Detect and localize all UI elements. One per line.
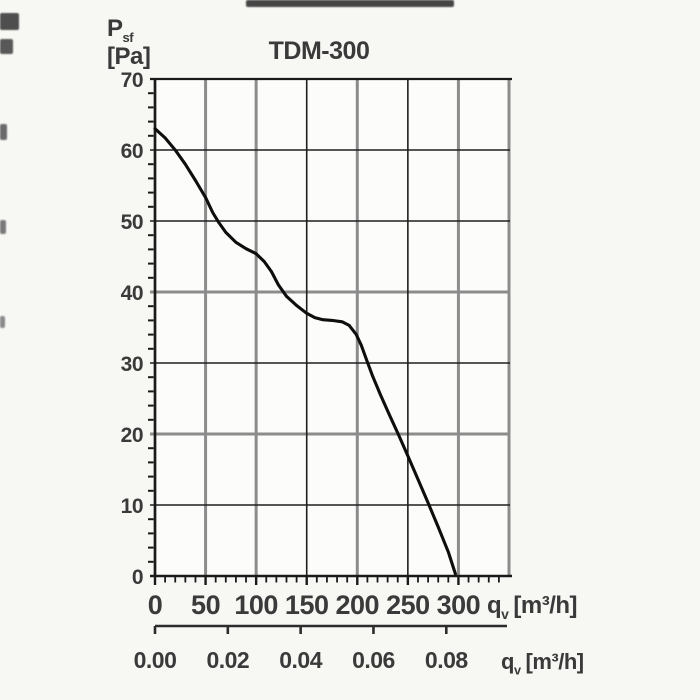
y-tick-label-20: 20	[121, 424, 143, 447]
x-tick-label-100: 100	[234, 590, 278, 620]
flow-units: [m³/h]	[513, 592, 578, 619]
scan-artifact-left-4	[0, 220, 6, 234]
fan-curve-TDM-300	[153, 127, 457, 576]
pressure-units: [Pa]	[107, 43, 151, 71]
scan-artifact-left-3	[0, 124, 7, 140]
chart-title: TDM-300	[268, 37, 370, 65]
plot-area	[155, 79, 509, 576]
flow2-symbol: q	[501, 649, 514, 674]
x-tick-label-50: 50	[191, 590, 220, 620]
pressure-subscript: sf	[122, 29, 134, 45]
y-tick-label-0: 0	[132, 566, 143, 589]
x2-tick-label-0.00: 0.00	[134, 647, 177, 673]
flow-subscript: v	[501, 605, 509, 622]
x-tick-label-300: 300	[437, 590, 481, 620]
x-axis-unit-label: qv [m³/h]	[487, 592, 578, 622]
y-tick-label-40: 40	[121, 282, 143, 305]
flow2-units: [m³/h]	[525, 649, 585, 674]
x2-tick-label-0.08: 0.08	[425, 647, 468, 673]
y-tick-label-60: 60	[121, 140, 143, 163]
y-tick-label-10: 10	[121, 495, 143, 518]
flow-symbol: q	[487, 592, 502, 619]
y-tick-label-50: 50	[121, 211, 143, 234]
x-tick-label-150: 150	[285, 590, 329, 620]
x-tick-label-0: 0	[148, 590, 163, 620]
x2-tick-label-0.04: 0.04	[279, 647, 322, 673]
y-tick-label-30: 30	[121, 353, 143, 376]
x-tick-label-200: 200	[336, 590, 380, 620]
pressure-symbol: P	[107, 15, 123, 42]
y-tick-label-70: 70	[121, 69, 143, 92]
scan-artifact-top-bar	[246, 0, 454, 7]
flow2-subscript: v	[513, 662, 521, 678]
y-axis-unit-label: Psf [Pa]	[107, 15, 151, 71]
scan-artifact-left-5	[0, 316, 5, 328]
x2-axis-unit-label: qv [m³/h]	[501, 650, 584, 677]
scan-artifact-left-1	[0, 13, 19, 30]
x2-tick-label-0.02: 0.02	[206, 647, 249, 673]
x-tick-label-250: 250	[386, 590, 430, 620]
scan-artifact-left-2	[0, 39, 13, 54]
x2-tick-label-0.06: 0.06	[352, 647, 395, 673]
